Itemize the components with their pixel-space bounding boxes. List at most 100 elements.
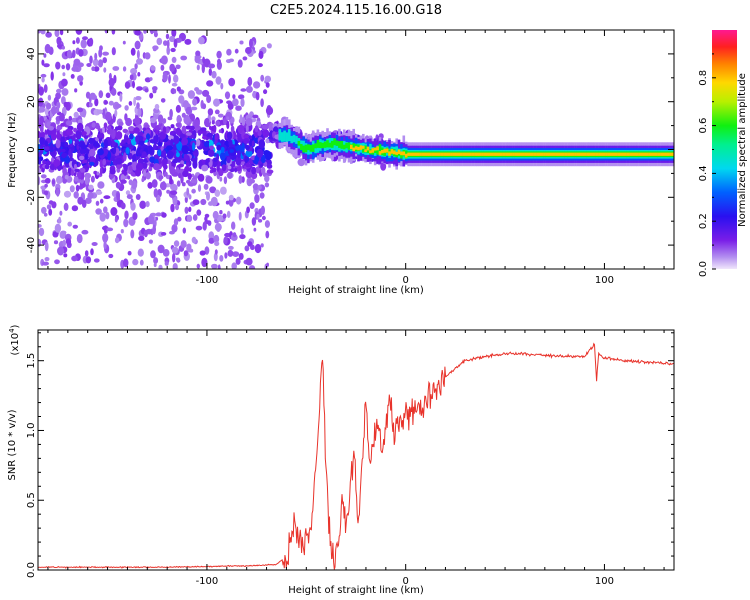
- spectrogram-cell: [40, 174, 47, 179]
- spectrogram-cell: [371, 148, 375, 153]
- spectrogram-cell: [230, 125, 235, 133]
- spectrogram-cell: [133, 96, 137, 107]
- spectrogram-cell: [180, 240, 187, 249]
- spectrogram-cell: [502, 152, 506, 156]
- spectrogram-cell: [249, 138, 253, 147]
- spectrogram-cell: [170, 203, 175, 213]
- spectrogram-cell: [258, 219, 263, 223]
- spectrogram-cell: [182, 170, 189, 178]
- spectrogram-cell: [124, 105, 129, 111]
- spectrogram-cell: [242, 56, 248, 61]
- spectrogram-cell: [631, 152, 635, 156]
- spectrogram-cell: [278, 129, 282, 141]
- spectrogram-cell: [265, 106, 274, 115]
- spectrogram-cell: [149, 92, 154, 99]
- spectrogram-cell: [254, 125, 259, 133]
- spectrogram-cell: [214, 241, 220, 247]
- spectrogram-cell: [175, 104, 181, 113]
- spectrogram-cell: [76, 122, 84, 132]
- y-tick-label: 20: [26, 95, 37, 108]
- spectrogram-cell: [129, 74, 134, 81]
- spectrogram-cell: [402, 151, 406, 156]
- spectrogram-cell: [97, 181, 105, 189]
- spectrogram-cell: [252, 183, 259, 191]
- spectrogram-cell: [217, 58, 221, 65]
- spectrogram-cell: [173, 74, 179, 83]
- spectrogram-cell: [212, 210, 219, 220]
- spectrogram-cell: [88, 184, 94, 190]
- spectrogram-cell: [588, 152, 592, 156]
- spectrogram-cell: [95, 200, 100, 206]
- spectrogram-cell: [108, 77, 115, 87]
- spectrogram-cell: [217, 113, 224, 118]
- spectrogram-cell: [94, 122, 100, 130]
- spectrogram-cell: [253, 137, 259, 144]
- spectrogram-cell: [99, 198, 104, 204]
- spectrogram-cell: [495, 152, 499, 156]
- spectrogram-cell: [147, 141, 151, 146]
- spectrogram-cell: [75, 37, 80, 44]
- spectrogram-cell: [162, 158, 168, 166]
- spectrogram-cell: [636, 152, 639, 156]
- spectrogram-cell: [171, 224, 178, 233]
- spectrogram-cell: [75, 184, 80, 192]
- spectrogram-cell: [206, 94, 212, 104]
- spectrogram-cell: [253, 81, 261, 89]
- spectrogram-cell: [376, 146, 379, 151]
- spectrogram-cell: [84, 176, 89, 186]
- spectrogram-cell: [43, 212, 48, 217]
- spectrogram-cell: [112, 141, 116, 147]
- spectrogram-cell: [595, 152, 599, 156]
- spectrogram-cell: [424, 152, 427, 156]
- spectrogram-cell: [243, 134, 249, 139]
- spectrogram-cell: [186, 187, 190, 196]
- spectrogram-cell: [621, 152, 625, 156]
- spectrogram-cell: [142, 127, 147, 131]
- spectrogram-cell: [38, 176, 41, 186]
- spectrogram-cell: [462, 152, 465, 156]
- spectrogram-cell: [233, 139, 238, 146]
- colorbar-ticks: 0.0 0.2 0.4 0.6 0.8: [698, 53, 716, 277]
- spectrogram-cell: [124, 81, 131, 89]
- spectrogram-ylabel: Frequency (Hz): [7, 112, 18, 188]
- spectrogram-cell: [58, 216, 62, 224]
- spectrogram-cell: [414, 152, 417, 156]
- colorbar-gradient: [712, 30, 737, 269]
- spectrogram-cell: [38, 86, 44, 96]
- spectrogram-cell: [664, 152, 668, 156]
- spectrogram-cell: [182, 227, 186, 234]
- spectrogram-cell: [419, 152, 422, 156]
- spectrogram-cell: [120, 229, 124, 234]
- spectrogram-cell: [175, 204, 179, 211]
- spectrogram-cell: [190, 179, 197, 184]
- spectrogram-cell: [280, 132, 284, 142]
- spectrogram-cell: [260, 98, 264, 108]
- spectrogram-cell: [224, 91, 231, 100]
- spectrogram-cell: [357, 146, 360, 151]
- spectrogram-cell: [44, 43, 51, 54]
- spectrogram-cell: [328, 142, 332, 148]
- y-tick-label: 0.5: [26, 492, 37, 508]
- spectrogram-cell: [102, 158, 106, 166]
- spectrogram-cell: [41, 206, 47, 214]
- spectrogram-cell: [590, 152, 594, 156]
- spectrogram-cell: [128, 165, 133, 171]
- spectrogram-cell: [150, 117, 157, 124]
- spectrogram-cell: [62, 167, 67, 176]
- spectrogram-cell: [135, 96, 142, 101]
- spectrogram-cell: [157, 114, 164, 124]
- spectrogram-cell: [149, 77, 153, 81]
- spectrogram-cell: [571, 152, 575, 156]
- spectrogram-cell: [54, 259, 60, 265]
- spectrogram-cell: [447, 152, 451, 156]
- spectrogram-cell: [160, 55, 168, 65]
- spectrogram-cell: [91, 242, 98, 246]
- spectrogram-cell: [111, 47, 116, 56]
- spectrogram-cell: [600, 152, 604, 156]
- spectrogram-cell: [123, 218, 129, 228]
- spectrogram-cell: [605, 152, 608, 156]
- colorbar-tick-label: 0.4: [698, 165, 709, 181]
- spectrogram-cell: [63, 202, 69, 211]
- spectrogram-cell: [258, 139, 266, 149]
- spectrogram-cell: [655, 152, 658, 156]
